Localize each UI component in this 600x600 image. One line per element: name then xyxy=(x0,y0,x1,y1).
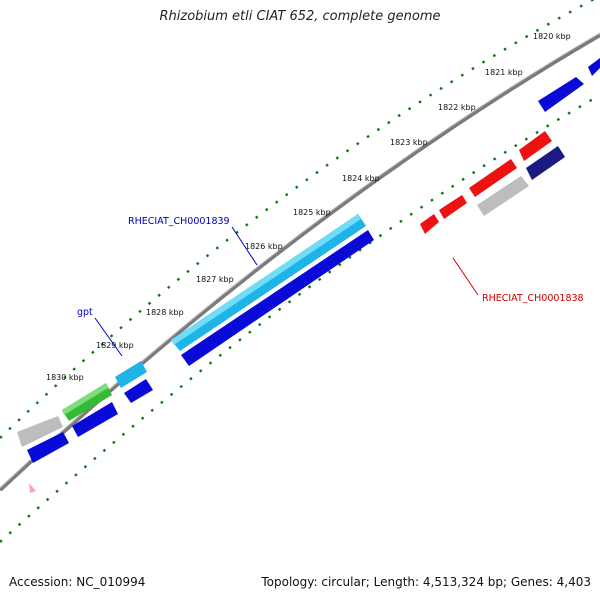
accession-text: Accession: NC_010994 xyxy=(9,575,146,589)
kbp-label: 1825 kbp xyxy=(293,208,331,217)
gene-feature-gpt[interactable] xyxy=(115,361,147,388)
leader-line xyxy=(94,317,123,357)
gene-feature-shade xyxy=(171,214,361,345)
genome-summary-text: Topology: circular; Length: 4,513,324 bp… xyxy=(261,575,591,589)
gene-feature[interactable] xyxy=(27,432,69,463)
kbp-label: 1826 kbp xyxy=(245,242,283,251)
kbp-scale: 1820 kbp 1821 kbp 1822 kbp 1823 kbp 1824… xyxy=(46,32,571,382)
label-gpt[interactable]: gpt xyxy=(77,307,93,318)
leader-line xyxy=(452,257,479,296)
kbp-label: 1824 kbp xyxy=(342,174,380,183)
gene-feature[interactable] xyxy=(124,379,153,403)
map-title: Rhizobium etli CIAT 652, complete genome xyxy=(159,9,441,24)
gene-feature[interactable] xyxy=(519,131,552,161)
label-rheciat-1839[interactable]: RHECIAT_CH0001839 xyxy=(128,216,230,227)
gene-labels: RHECIAT_CH0001839 gpt RHECIAT_CH0001838 xyxy=(77,216,584,357)
gene-feature[interactable] xyxy=(588,58,600,76)
gene-feature[interactable] xyxy=(477,176,529,216)
gene-feature[interactable] xyxy=(420,214,439,234)
gene-feature-marker[interactable] xyxy=(29,483,36,493)
leader-line xyxy=(231,226,258,266)
kbp-label: 1822 kbp xyxy=(438,103,476,112)
kbp-label: 1823 kbp xyxy=(390,138,428,147)
gene-feature-shade xyxy=(62,383,108,415)
gene-feature[interactable] xyxy=(439,195,467,219)
outer-tick-ring xyxy=(0,0,596,439)
gene-feature[interactable] xyxy=(17,416,63,447)
genome-axis xyxy=(0,33,600,492)
gene-feature[interactable] xyxy=(526,146,565,180)
gene-feature[interactable] xyxy=(538,77,584,112)
kbp-label: 1830 kbp xyxy=(46,373,84,382)
kbp-label: 1821 kbp xyxy=(485,68,523,77)
label-rheciat-1838[interactable]: RHECIAT_CH0001838 xyxy=(482,293,584,304)
gene-feature[interactable] xyxy=(72,402,118,437)
inner-tick-ring xyxy=(0,93,600,543)
kbp-label: 1828 kbp xyxy=(146,308,184,317)
kbp-label: 1827 kbp xyxy=(196,275,234,284)
gene-feature[interactable] xyxy=(181,230,374,366)
kbp-label: 1820 kbp xyxy=(533,32,571,41)
gene-features[interactable] xyxy=(17,58,600,493)
gene-feature-rheciat-1838[interactable] xyxy=(469,159,517,197)
